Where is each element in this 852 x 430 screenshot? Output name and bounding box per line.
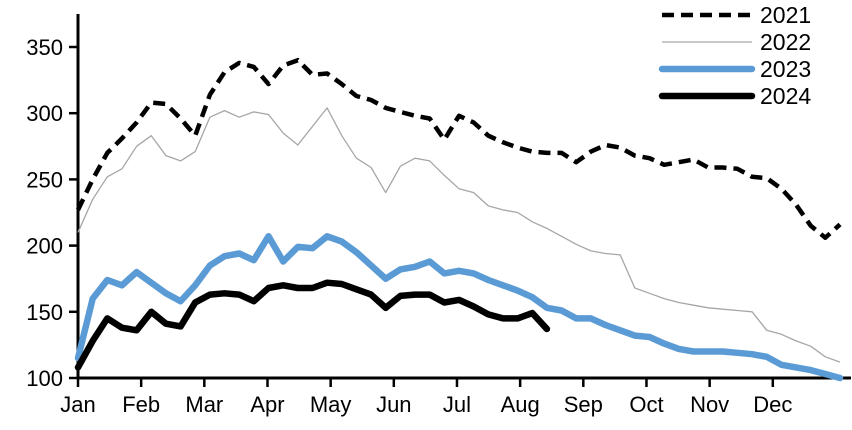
- legend-label-2023: 2023: [760, 56, 811, 82]
- y-tick-label-200: 200: [26, 234, 63, 259]
- series-line-2024: [74, 279, 551, 371]
- legend-label-2024: 2024: [760, 83, 811, 109]
- x-tick-label-oct: Oct: [629, 392, 663, 417]
- x-tick-label-jun: Jun: [376, 392, 411, 417]
- y-tick-label-150: 150: [26, 300, 63, 325]
- x-tick-label-dec: Dec: [753, 392, 792, 417]
- x-tick-label-sep: Sep: [564, 392, 603, 417]
- y-tick-label-350: 350: [26, 35, 63, 60]
- x-tick-label-apr: Apr: [250, 392, 284, 417]
- y-tick-label-100: 100: [26, 366, 63, 391]
- x-tick-label-may: May: [310, 392, 352, 417]
- x-tick-label-aug: Aug: [501, 392, 540, 417]
- y-tick-label-250: 250: [26, 167, 63, 192]
- x-tick-label-jul: Jul: [443, 392, 471, 417]
- x-tick-label-nov: Nov: [690, 392, 729, 417]
- x-tick-label-feb: Feb: [122, 392, 160, 417]
- series-line-2021: [75, 57, 842, 240]
- legend-label-2022: 2022: [760, 29, 811, 55]
- series-line-2022: [77, 107, 841, 363]
- series-line-2023: [74, 233, 844, 382]
- x-tick-label-jan: Jan: [60, 392, 95, 417]
- legend-label-2021: 2021: [760, 2, 811, 28]
- y-tick-label-300: 300: [26, 101, 63, 126]
- x-tick-label-mar: Mar: [185, 392, 223, 417]
